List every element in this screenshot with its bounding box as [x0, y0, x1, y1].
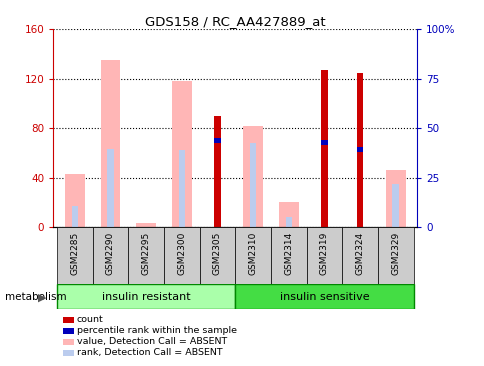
- Bar: [320, 70, 327, 227]
- Text: GSM2285: GSM2285: [70, 231, 79, 275]
- Text: count: count: [76, 315, 103, 324]
- Bar: [278, 202, 298, 227]
- Bar: [320, 141, 327, 145]
- Bar: [171, 81, 191, 227]
- Text: percentile rank within the sample: percentile rank within the sample: [76, 326, 236, 335]
- FancyBboxPatch shape: [235, 284, 413, 309]
- FancyBboxPatch shape: [128, 227, 164, 284]
- FancyBboxPatch shape: [377, 227, 413, 284]
- FancyBboxPatch shape: [235, 227, 271, 284]
- FancyBboxPatch shape: [57, 284, 235, 309]
- FancyBboxPatch shape: [92, 227, 128, 284]
- FancyBboxPatch shape: [342, 227, 377, 284]
- Bar: [214, 116, 220, 227]
- Text: insulin sensitive: insulin sensitive: [279, 292, 368, 302]
- Bar: [178, 150, 184, 227]
- Text: GSM2324: GSM2324: [355, 231, 364, 274]
- Text: metabolism: metabolism: [5, 292, 66, 302]
- Text: insulin resistant: insulin resistant: [102, 292, 190, 302]
- Bar: [214, 138, 220, 143]
- Bar: [392, 184, 398, 227]
- Text: ▶: ▶: [37, 292, 46, 302]
- Text: GSM2319: GSM2319: [319, 231, 328, 275]
- Bar: [107, 149, 113, 227]
- Bar: [356, 72, 363, 227]
- Text: GSM2300: GSM2300: [177, 231, 186, 275]
- Text: GSM2290: GSM2290: [106, 231, 115, 275]
- Text: GSM2295: GSM2295: [141, 231, 150, 275]
- Bar: [385, 170, 405, 227]
- Text: rank, Detection Call = ABSENT: rank, Detection Call = ABSENT: [76, 348, 222, 357]
- FancyBboxPatch shape: [306, 227, 342, 284]
- Text: GSM2305: GSM2305: [212, 231, 222, 275]
- FancyBboxPatch shape: [271, 227, 306, 284]
- Title: GDS158 / RC_AA427889_at: GDS158 / RC_AA427889_at: [145, 15, 325, 28]
- Bar: [249, 143, 256, 227]
- FancyBboxPatch shape: [164, 227, 199, 284]
- Bar: [356, 147, 363, 152]
- Bar: [65, 174, 84, 227]
- Bar: [243, 126, 262, 227]
- FancyBboxPatch shape: [199, 227, 235, 284]
- Bar: [285, 217, 291, 227]
- Text: GSM2310: GSM2310: [248, 231, 257, 275]
- Text: value, Detection Call = ABSENT: value, Detection Call = ABSENT: [76, 337, 227, 346]
- Bar: [136, 223, 155, 227]
- Text: GSM2329: GSM2329: [391, 231, 399, 275]
- Bar: [100, 60, 120, 227]
- Bar: [72, 206, 78, 227]
- FancyBboxPatch shape: [57, 227, 92, 284]
- Text: GSM2314: GSM2314: [284, 231, 293, 275]
